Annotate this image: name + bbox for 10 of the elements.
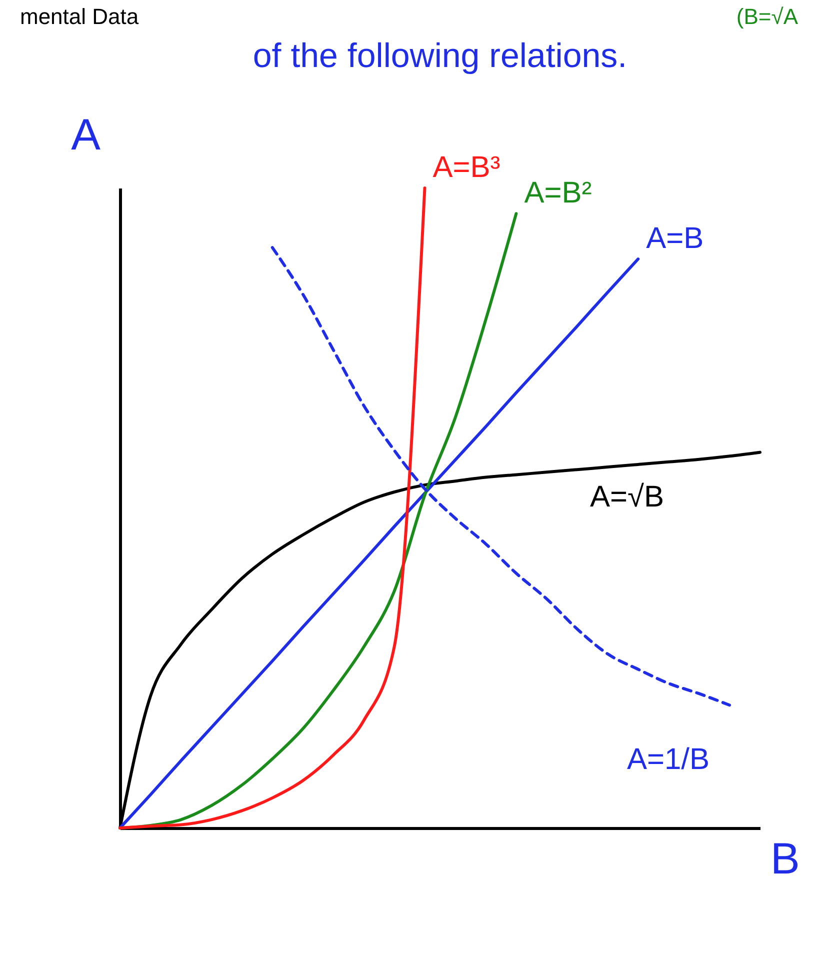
text: (B=√A — [736, 4, 798, 30]
y-axis-title: A — [71, 110, 102, 160]
series-label: A=B³ — [432, 151, 500, 184]
x-axis-title: B — [770, 834, 800, 884]
text: mental Data — [20, 4, 139, 30]
series-label: A=B² — [524, 176, 592, 210]
series-label: A=1/B — [626, 743, 710, 776]
chart-title: of the following relations. — [252, 37, 628, 75]
series-label: A=√B — [590, 480, 664, 514]
series-label: A=B — [646, 222, 704, 256]
